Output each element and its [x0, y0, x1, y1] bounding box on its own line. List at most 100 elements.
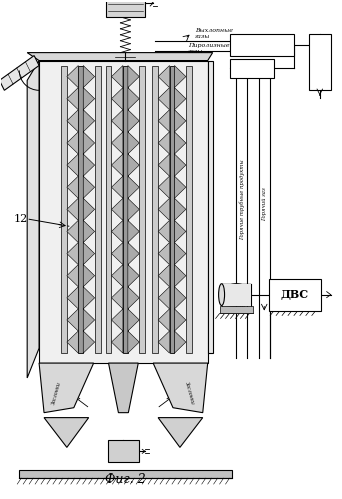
Polygon shape [128, 132, 139, 154]
Polygon shape [158, 418, 203, 448]
Polygon shape [174, 287, 186, 309]
Polygon shape [128, 154, 139, 176]
Polygon shape [44, 418, 89, 448]
Bar [123, 65, 128, 353]
Polygon shape [111, 243, 123, 264]
Polygon shape [111, 264, 123, 287]
Bar [95, 65, 101, 353]
Polygon shape [128, 88, 139, 110]
Polygon shape [83, 243, 95, 264]
Bar [19, 470, 233, 478]
Polygon shape [111, 154, 123, 176]
Polygon shape [153, 363, 208, 413]
Polygon shape [27, 52, 213, 60]
Text: Горячий газ: Горячий газ [262, 188, 267, 221]
Polygon shape [158, 287, 170, 309]
Text: Заслонки: Заслонки [51, 381, 63, 405]
Polygon shape [83, 88, 95, 110]
Polygon shape [174, 331, 186, 353]
Polygon shape [174, 88, 186, 110]
Text: Фиг. 2: Фиг. 2 [105, 473, 146, 486]
Polygon shape [83, 331, 95, 353]
Polygon shape [111, 221, 123, 243]
Polygon shape [111, 198, 123, 221]
Polygon shape [83, 264, 95, 287]
Polygon shape [128, 287, 139, 309]
Polygon shape [158, 331, 170, 353]
Polygon shape [83, 287, 95, 309]
Polygon shape [67, 110, 78, 132]
Polygon shape [83, 221, 95, 243]
Polygon shape [174, 110, 186, 132]
Polygon shape [158, 110, 170, 132]
Polygon shape [67, 309, 78, 331]
Polygon shape [39, 60, 208, 363]
Polygon shape [128, 110, 139, 132]
Polygon shape [67, 243, 78, 264]
Polygon shape [111, 309, 123, 331]
Polygon shape [83, 154, 95, 176]
Polygon shape [67, 287, 78, 309]
Polygon shape [128, 264, 139, 287]
Polygon shape [128, 331, 139, 353]
Polygon shape [158, 221, 170, 243]
Polygon shape [128, 243, 139, 264]
Bar [78, 65, 83, 353]
Polygon shape [174, 198, 186, 221]
Polygon shape [67, 65, 78, 88]
Polygon shape [174, 309, 186, 331]
Text: Пиролизные
газы: Пиролизные газы [188, 43, 229, 54]
Polygon shape [158, 264, 170, 287]
Ellipse shape [219, 284, 225, 305]
Text: ДВС: ДВС [281, 289, 309, 300]
Polygon shape [67, 331, 78, 353]
Bar [107, 441, 139, 462]
Bar [152, 65, 158, 353]
Polygon shape [67, 221, 78, 243]
Polygon shape [67, 198, 78, 221]
Polygon shape [111, 331, 123, 353]
Polygon shape [0, 55, 39, 90]
Polygon shape [83, 198, 95, 221]
Polygon shape [158, 65, 170, 88]
Polygon shape [108, 363, 138, 413]
Polygon shape [83, 65, 95, 88]
Text: Выхлопные
газы: Выхлопные газы [195, 28, 233, 39]
Polygon shape [158, 176, 170, 198]
Bar [139, 65, 145, 353]
Polygon shape [111, 65, 123, 88]
Polygon shape [174, 65, 186, 88]
Polygon shape [83, 132, 95, 154]
Polygon shape [174, 132, 186, 154]
Bar [61, 65, 67, 353]
Bar [309, 34, 331, 90]
Bar [229, 58, 274, 78]
Polygon shape [128, 221, 139, 243]
Polygon shape [158, 154, 170, 176]
Polygon shape [67, 132, 78, 154]
Polygon shape [158, 198, 170, 221]
Polygon shape [39, 363, 94, 413]
Polygon shape [208, 60, 213, 353]
Polygon shape [158, 243, 170, 264]
Polygon shape [27, 60, 39, 378]
Bar [222, 284, 251, 305]
Polygon shape [174, 243, 186, 264]
Bar [106, 65, 111, 353]
Polygon shape [111, 132, 123, 154]
Polygon shape [158, 309, 170, 331]
Polygon shape [111, 88, 123, 110]
Polygon shape [174, 221, 186, 243]
Polygon shape [67, 154, 78, 176]
Polygon shape [128, 65, 139, 88]
Polygon shape [83, 110, 95, 132]
Polygon shape [111, 110, 123, 132]
Polygon shape [111, 287, 123, 309]
Bar [170, 65, 174, 353]
Polygon shape [67, 176, 78, 198]
Bar [220, 305, 253, 313]
Polygon shape [174, 176, 186, 198]
Polygon shape [67, 264, 78, 287]
Polygon shape [158, 88, 170, 110]
Text: 12: 12 [14, 214, 28, 224]
